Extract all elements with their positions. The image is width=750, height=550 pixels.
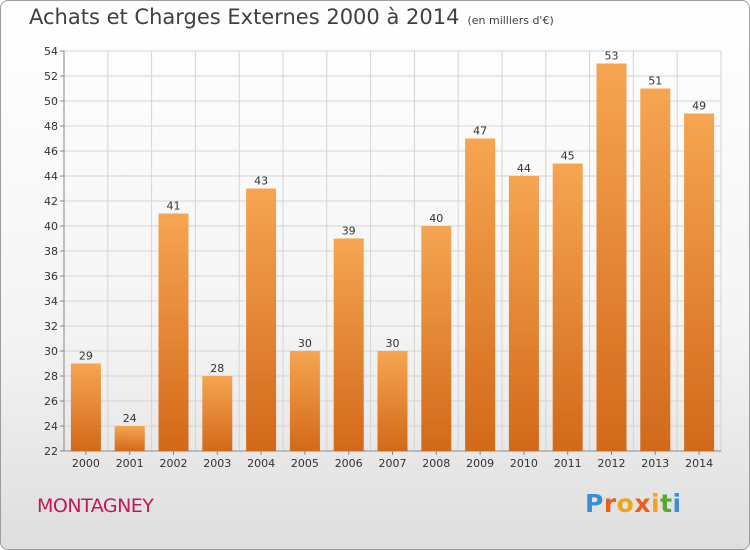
value-label-2001: 24: [123, 412, 137, 425]
logo-letter: r: [603, 489, 617, 518]
y-tick-label: 48: [44, 120, 58, 133]
bar-2002: [158, 213, 189, 451]
value-label-2014: 49: [692, 100, 706, 113]
x-tick-label-2007: 2007: [379, 457, 407, 470]
bar-2011: [552, 163, 583, 451]
value-label-2011: 45: [561, 150, 575, 163]
value-label-2010: 44: [517, 162, 531, 175]
value-label-2003: 28: [210, 362, 224, 375]
y-tick-label: 30: [44, 345, 58, 358]
y-tick-label: 24: [44, 420, 58, 433]
logo-letter: i: [672, 489, 682, 518]
bars: [70, 63, 715, 451]
chart-title: Achats et Charges Externes 2000 à 2014: [29, 5, 460, 29]
bar-2003: [202, 376, 233, 451]
value-label-2006: 39: [342, 225, 356, 238]
bar-2013: [640, 88, 671, 451]
bar-2007: [377, 351, 408, 451]
x-tick-label-2010: 2010: [510, 457, 538, 470]
bar-2006: [333, 238, 364, 451]
logo-letter: i: [651, 489, 661, 518]
chart-subtitle: (en milliers d'€): [467, 14, 554, 27]
bar-2009: [465, 138, 496, 451]
y-tick-label: 34: [44, 295, 58, 308]
value-label-2007: 30: [386, 337, 400, 350]
y-tick-label: 50: [44, 95, 58, 108]
x-tick-label-2008: 2008: [422, 457, 450, 470]
value-label-2012: 53: [605, 50, 619, 63]
x-tick-label-2003: 2003: [203, 457, 231, 470]
bar-2010: [508, 176, 539, 451]
labels: 22 24 26 28 30 32 34 36 38 40 42 44 46 48 50 52 54 29 2000…: [44, 45, 713, 470]
y-tick-label: 54: [44, 45, 58, 58]
x-tick-label-2012: 2012: [598, 457, 626, 470]
y-tick-label: 44: [44, 170, 58, 183]
bar-2000: [70, 363, 101, 451]
bar-2014: [684, 113, 715, 451]
y-tick-label: 42: [44, 195, 58, 208]
value-label-2009: 47: [473, 125, 487, 138]
logo-letter: o: [616, 489, 635, 518]
y-tick-label: 36: [44, 270, 58, 283]
y-tick-label: 22: [44, 445, 58, 458]
bar-2005: [289, 351, 320, 451]
bar-2001: [114, 426, 145, 451]
x-tick-label-2006: 2006: [335, 457, 363, 470]
y-tick-label: 38: [44, 245, 58, 258]
x-tick-label-2001: 2001: [116, 457, 144, 470]
proxiti-logo[interactable]: Proxiti: [585, 489, 682, 518]
x-tick-label-2011: 2011: [554, 457, 582, 470]
value-label-2000: 29: [79, 350, 93, 363]
x-tick-label-2005: 2005: [291, 457, 319, 470]
y-tick-label: 52: [44, 70, 58, 83]
x-tick-label-2014: 2014: [685, 457, 713, 470]
y-tick-label: 32: [44, 320, 58, 333]
y-tick-label: 26: [44, 395, 58, 408]
x-tick-label-2013: 2013: [641, 457, 669, 470]
bar-2012: [596, 63, 627, 451]
value-label-2005: 30: [298, 337, 312, 350]
title-row: Achats et Charges Externes 2000 à 2014 (e…: [29, 5, 554, 29]
value-label-2002: 41: [167, 200, 181, 213]
y-tick-label: 28: [44, 370, 58, 383]
y-tick-label: 46: [44, 145, 58, 158]
commune-name: MONTAGNEY: [37, 495, 154, 517]
x-tick-label-2009: 2009: [466, 457, 494, 470]
x-tick-label-2000: 2000: [72, 457, 100, 470]
bar-2004: [246, 188, 277, 451]
logo-letter: x: [634, 489, 651, 518]
logo-letter: t: [660, 489, 673, 518]
y-tick-label: 40: [44, 220, 58, 233]
bar-2008: [421, 226, 452, 451]
logo-letter: P: [585, 489, 604, 518]
value-label-2004: 43: [254, 175, 268, 188]
value-label-2008: 40: [429, 212, 443, 225]
x-tick-label-2002: 2002: [160, 457, 188, 470]
value-label-2013: 51: [648, 75, 662, 88]
x-tick-label-2004: 2004: [247, 457, 275, 470]
